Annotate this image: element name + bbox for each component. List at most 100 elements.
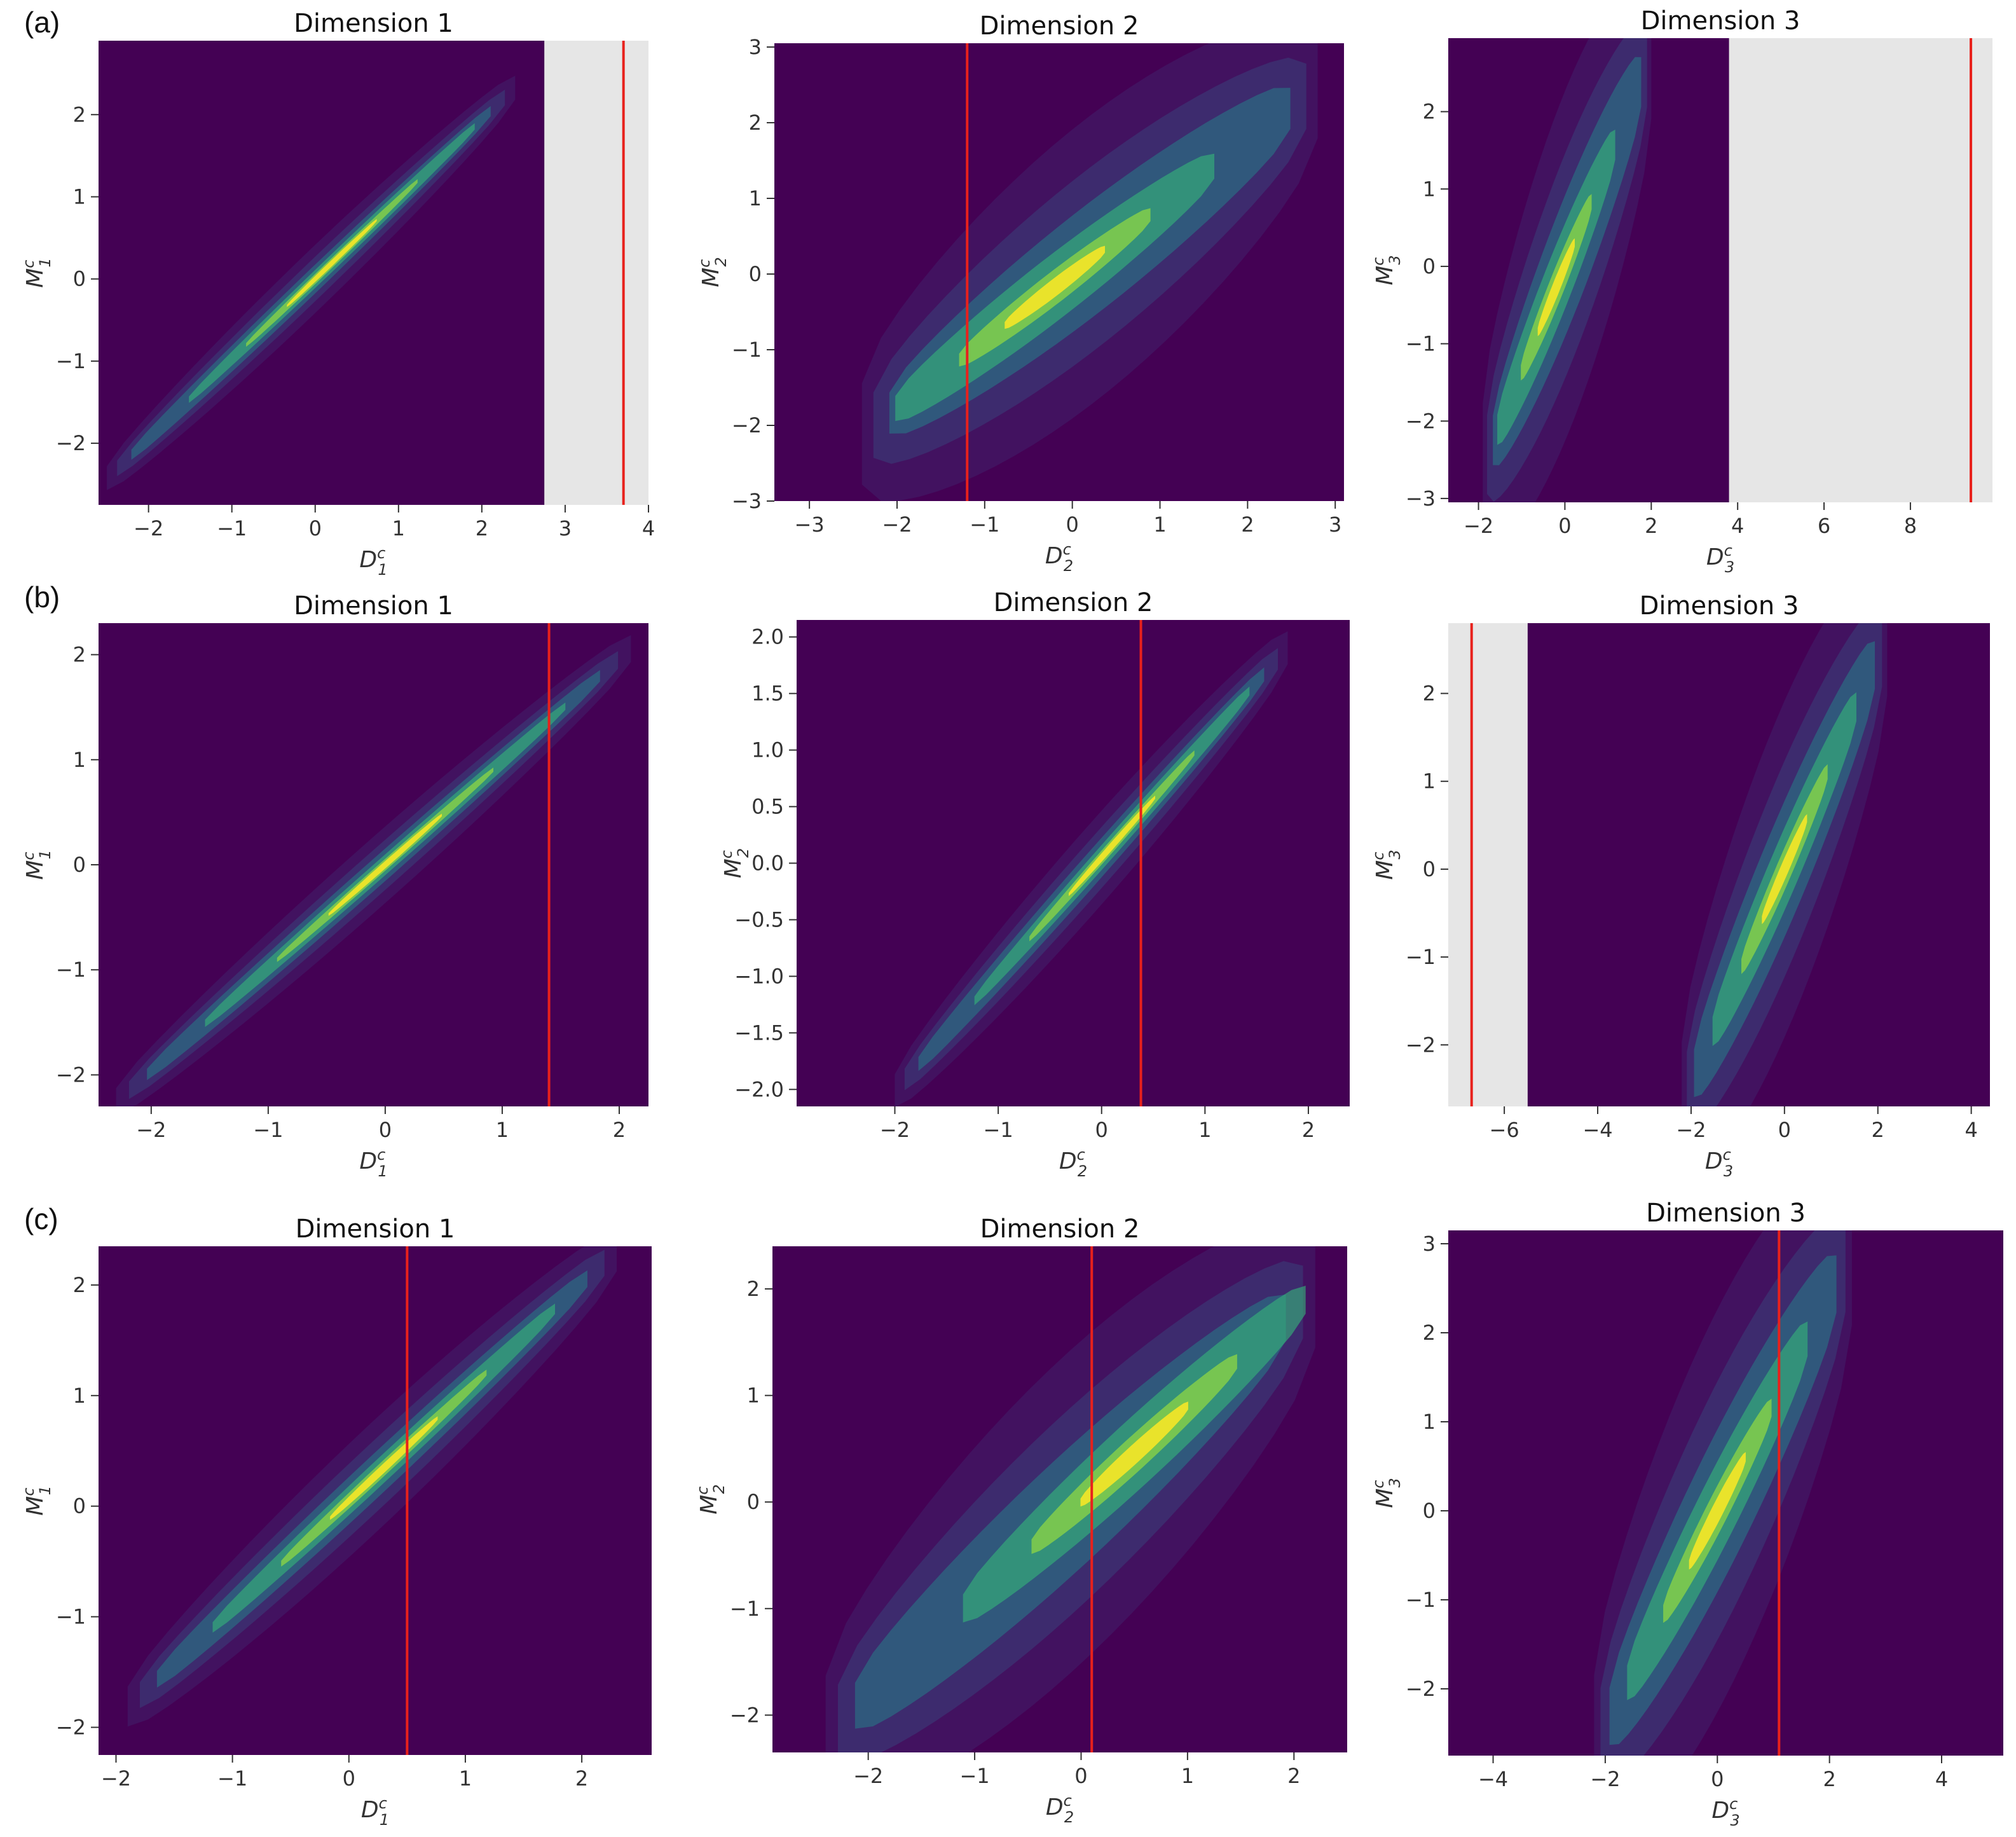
density-band <box>861 43 1318 501</box>
x-tick-label: 2 <box>476 516 488 540</box>
subplot-7: −2 −1 0 1 2 −2 −1 0 1 2 Dimension 1 Dc 1 Mc1 <box>20 1214 652 1829</box>
y-tick-label: 2 <box>747 1277 760 1301</box>
y-tick-label: 1 <box>73 748 86 772</box>
x-tick-label: −1 <box>959 1764 989 1788</box>
y-tick-label: 1 <box>747 1384 760 1408</box>
density-level-6 <box>1689 1452 1746 1570</box>
x-tick-label: 3 <box>559 516 572 540</box>
x-tick-label: 3 <box>1329 513 1341 537</box>
x-tick-label: −6 <box>1490 1118 1519 1142</box>
density-band <box>825 1246 1315 1752</box>
x-tick-label: 1 <box>1153 513 1166 537</box>
y-tick-label: −1 <box>732 338 762 362</box>
x-tick-label: 4 <box>1935 1767 1948 1791</box>
density-band <box>116 635 631 1106</box>
x-tick-label: 0 <box>1778 1118 1791 1142</box>
plot-background <box>797 620 1350 1106</box>
x-axis-label: Dc 3 <box>1706 542 1734 576</box>
x-tick-label: 0 <box>379 1118 392 1142</box>
y-tick-label: −2 <box>1406 409 1436 433</box>
x-axis-label: Dc 1 <box>359 544 387 579</box>
y-tick-label: −2 <box>732 413 762 437</box>
y-tick-label: −3 <box>732 489 762 513</box>
y-tick-label: 1 <box>1423 769 1436 794</box>
y-tick-label: 1 <box>73 1384 86 1408</box>
y-tick-label: −2 <box>1406 1677 1436 1701</box>
y-tick-label: 2 <box>749 111 762 135</box>
y-axis-label: Mc1 <box>20 258 54 288</box>
x-tick-label: −2 <box>853 1764 883 1788</box>
y-tick-label: 2 <box>1423 100 1436 124</box>
out-of-range-region <box>1729 38 1992 502</box>
y-tick-label: 0 <box>73 267 86 291</box>
y-axis-label: Mc2 <box>694 1484 728 1515</box>
y-tick-label: −1.5 <box>734 1021 784 1045</box>
out-of-range-region <box>1448 623 1528 1106</box>
x-axis-label: Dc 2 <box>1045 540 1073 575</box>
x-axis-label: Dc 3 <box>1711 1795 1739 1829</box>
x-tick-label: −1 <box>217 516 247 540</box>
density-level-6 <box>330 1416 438 1520</box>
subplot-title: Dimension 2 <box>980 1214 1140 1244</box>
y-tick-label: 0 <box>73 1494 86 1518</box>
density-level-6 <box>1762 814 1807 925</box>
y-tick-label: 1.5 <box>751 682 784 706</box>
subplot-title: Dimension 1 <box>294 591 453 621</box>
x-tick-label: 8 <box>1904 514 1917 538</box>
y-tick-label: −2 <box>56 1063 86 1087</box>
y-tick-label: −1 <box>56 1605 86 1629</box>
density-band <box>127 1246 617 1727</box>
x-tick-label: 1 <box>1181 1764 1194 1788</box>
y-tick-label: 2.0 <box>751 625 784 649</box>
y-tick-label: 1 <box>73 184 86 209</box>
x-tick-label: −1 <box>217 1766 247 1791</box>
x-tick-label: −1 <box>970 513 999 537</box>
y-tick-label: 1 <box>1423 1410 1436 1434</box>
y-tick-label: −2 <box>1406 1033 1436 1057</box>
y-tick-label: 3 <box>1423 1232 1436 1256</box>
subplot-2: −3 −2 −1 0 1 2 3 −3 −2 −1 0 1 2 3 Dimension 2 Dc 2 Mc2 <box>696 11 1344 575</box>
x-tick-label: −2 <box>880 1118 910 1142</box>
y-tick-label: 0 <box>1423 254 1436 279</box>
x-tick-label: 4 <box>1965 1118 1977 1142</box>
x-tick-label: −1 <box>253 1118 283 1142</box>
subplot-title: Dimension 1 <box>296 1214 455 1244</box>
x-tick-label: 2 <box>575 1766 588 1791</box>
x-axis-label: Dc 2 <box>1046 1792 1074 1826</box>
density-band <box>1483 38 1652 502</box>
x-tick-label: −3 <box>795 513 825 537</box>
row-label-a: (a) <box>24 6 60 39</box>
y-tick-label: 2 <box>73 643 86 667</box>
x-tick-label: 4 <box>1731 514 1744 538</box>
y-tick-label: 2 <box>73 102 86 127</box>
x-tick-label: 6 <box>1818 514 1830 538</box>
y-tick-label: −2 <box>56 1716 86 1740</box>
subplot-title: Dimension 2 <box>994 588 1153 617</box>
x-tick-label: −2 <box>1676 1118 1706 1142</box>
x-tick-label: −2 <box>1464 514 1493 538</box>
x-tick-label: 0 <box>1074 1764 1087 1788</box>
y-axis-label: Mc3 <box>1369 1478 1404 1508</box>
x-tick-label: −2 <box>136 1118 166 1142</box>
density-level-6 <box>1537 238 1575 336</box>
x-tick-label: 0 <box>1711 1767 1724 1791</box>
x-tick-label: 2 <box>1645 514 1657 538</box>
x-tick-label: 1 <box>496 1118 509 1142</box>
subplot-9: −4 −2 0 2 4 −2 −1 0 1 2 3 Dimension 3 Dc 3 Mc3 <box>1369 1199 2003 1829</box>
subplot-title: Dimension 3 <box>1640 591 1799 621</box>
y-axis-label: Mc2 <box>696 257 730 287</box>
subplot-title: Dimension 2 <box>980 11 1139 41</box>
y-tick-label: −1 <box>730 1597 760 1621</box>
y-tick-label: 1.0 <box>751 738 784 762</box>
density-level-6 <box>328 813 442 916</box>
y-tick-label: 2 <box>73 1273 86 1297</box>
x-tick-label: 0 <box>1558 514 1571 538</box>
y-tick-label: −0.5 <box>734 907 784 932</box>
x-tick-label: 1 <box>459 1766 472 1791</box>
x-tick-label: −1 <box>984 1118 1013 1142</box>
density-level-6 <box>1080 1401 1188 1507</box>
density-band <box>1682 623 1888 1106</box>
y-tick-label: 0 <box>73 853 86 877</box>
x-tick-label: −2 <box>101 1766 131 1791</box>
